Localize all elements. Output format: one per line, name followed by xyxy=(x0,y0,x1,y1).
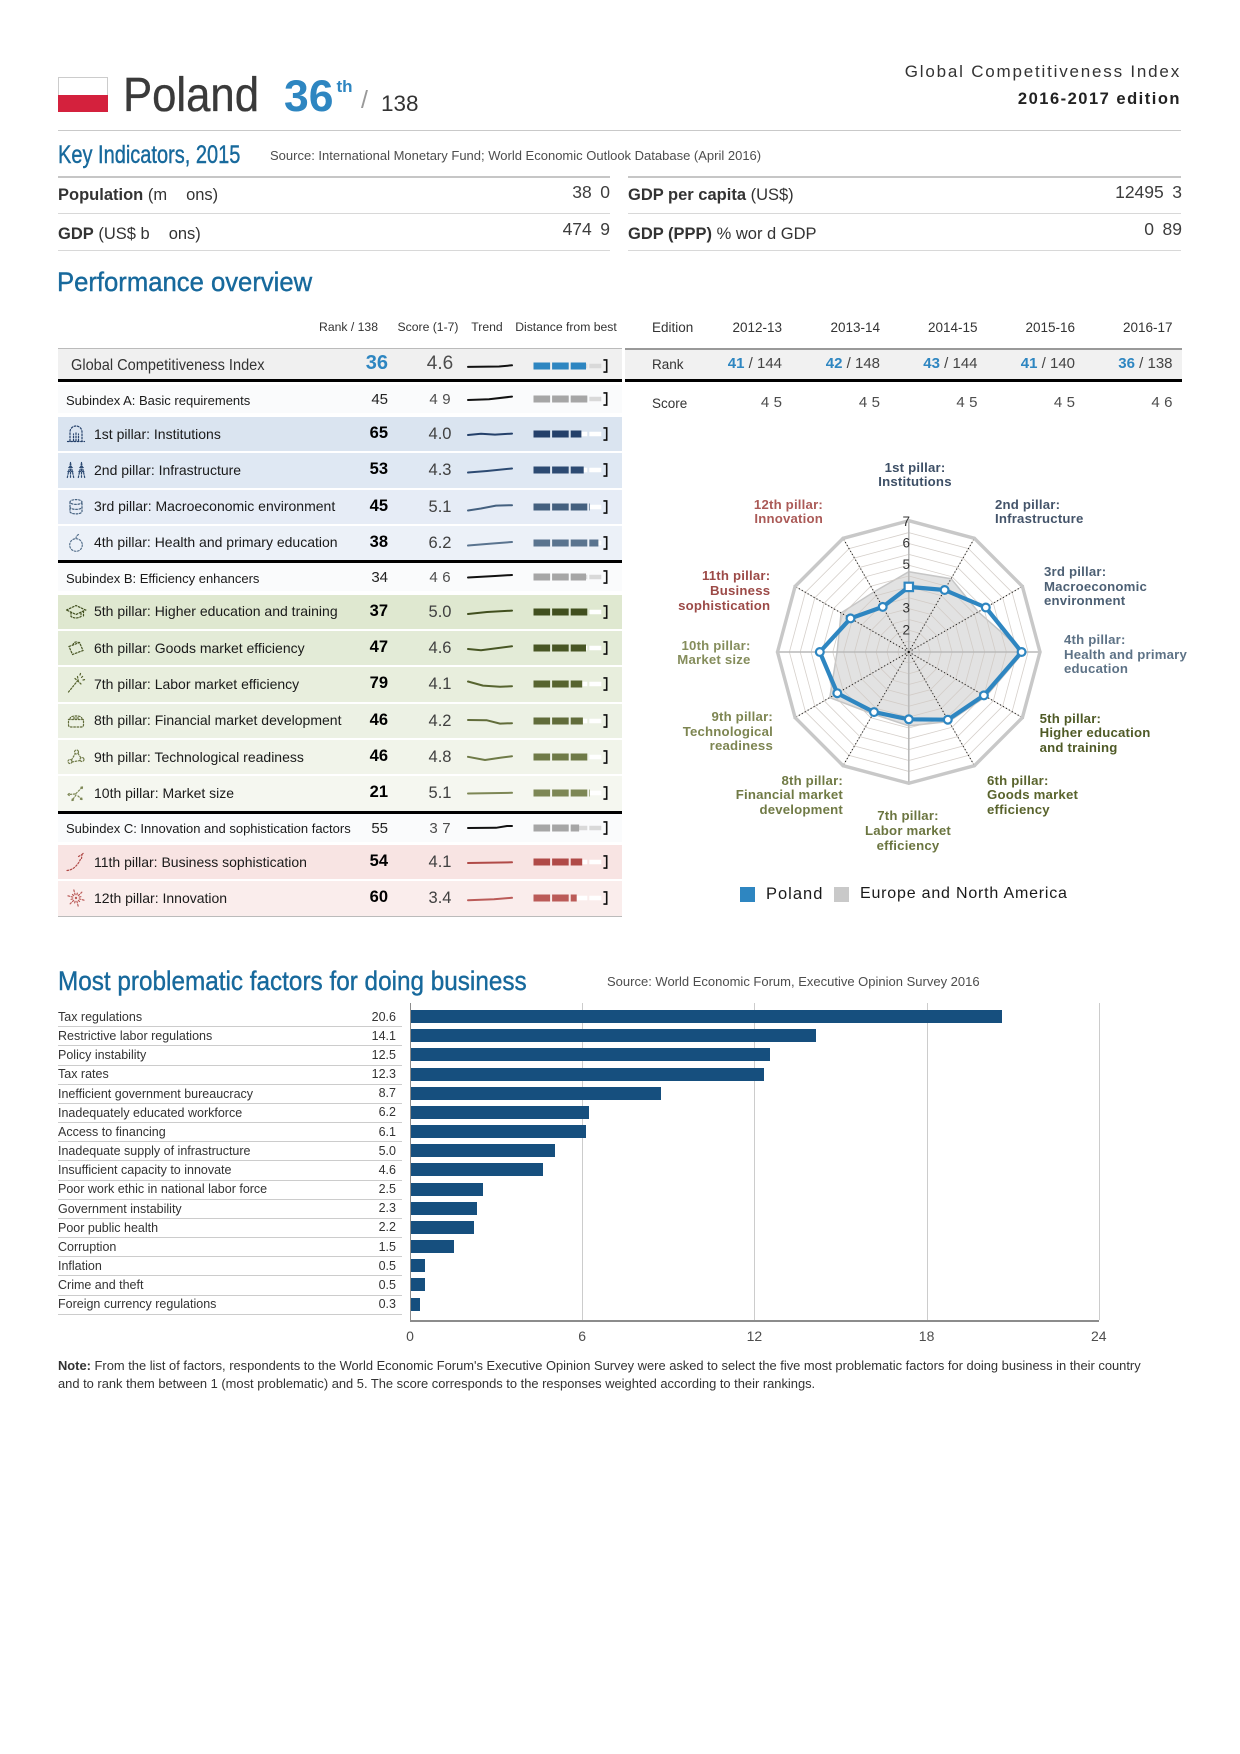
svg-text:7: 7 xyxy=(902,514,910,529)
svg-text:3: 3 xyxy=(902,601,910,616)
svg-text:5: 5 xyxy=(902,557,910,572)
svg-text:6: 6 xyxy=(902,536,910,551)
svg-text:2: 2 xyxy=(902,622,910,637)
